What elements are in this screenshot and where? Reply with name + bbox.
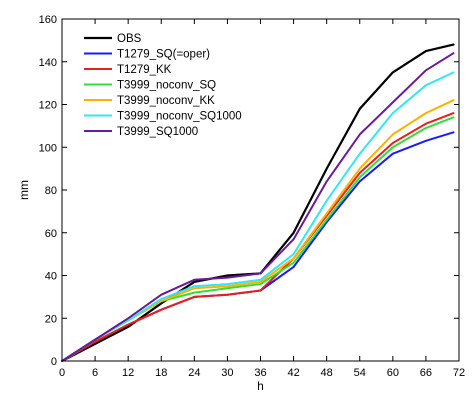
legend-label: T3999_noconv_SQ <box>117 80 216 92</box>
x-tick-label: 60 <box>387 367 399 379</box>
series-line-t1279-sq-oper- <box>61 131 455 362</box>
legend-label: T3999_SQ1000 <box>117 126 198 138</box>
series-line-t3999-noconv-kk <box>61 99 455 362</box>
plot-frame <box>61 18 460 362</box>
y-tick-label: 140 <box>39 57 57 69</box>
y-tick-label: 60 <box>45 228 57 240</box>
legend-label: OBS <box>117 33 142 45</box>
legend-label: T1279_SQ(=oper) <box>117 49 210 61</box>
y-tick-label: 160 <box>39 14 57 26</box>
x-tick-label: 36 <box>254 367 266 379</box>
x-axis-label: h <box>257 379 264 393</box>
y-tick-label: 40 <box>45 271 57 283</box>
x-tick-label: 72 <box>453 367 465 379</box>
x-tick-label: 12 <box>122 367 134 379</box>
y-tick-label: 0 <box>51 356 57 368</box>
y-tick-label: 100 <box>39 142 57 154</box>
x-tick-label: 54 <box>354 367 366 379</box>
series-line-t3999-sq1000 <box>61 52 455 362</box>
y-tick-label: 80 <box>45 185 57 197</box>
x-tick-label: 24 <box>188 367 200 379</box>
x-tick-label: 6 <box>92 367 98 379</box>
legend-label: T3999_noconv_KK <box>117 95 215 107</box>
legend-label: T3999_noconv_SQ1000 <box>117 111 242 123</box>
x-tick-label: 18 <box>155 367 167 379</box>
x-tick-label: 42 <box>287 367 299 379</box>
x-tick-label: 48 <box>321 367 333 379</box>
series-line-obs <box>60 43 455 363</box>
series-line-t3999-noconv-sq1000 <box>61 71 455 362</box>
legend-label: T1279_KK <box>117 64 172 76</box>
y-axis-label: mm <box>17 180 31 200</box>
series-lines <box>60 43 455 363</box>
x-tick-label: 0 <box>59 367 65 379</box>
y-tick-label: 120 <box>39 100 57 112</box>
y-tick-label: 20 <box>45 313 57 325</box>
x-tick-label: 66 <box>420 367 432 379</box>
ticks-layer: 0 6 12 18 24 30 36 42 48 54 60 66 72 0 20 40 60 80 100 120 1… <box>39 14 465 379</box>
x-tick-label: 30 <box>221 367 233 379</box>
series-line-t1279-kk <box>61 112 455 362</box>
legend: OBS T1279_SQ(=oper) T1279_KK T3999_noconv_S… <box>84 33 242 138</box>
